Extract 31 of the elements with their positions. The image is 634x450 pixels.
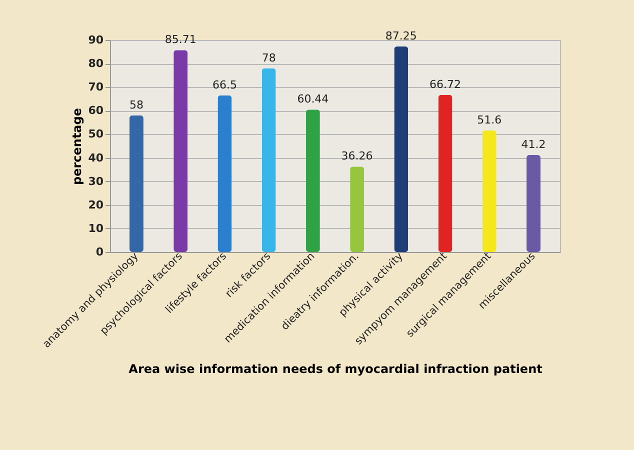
- data-label: 58: [129, 98, 144, 112]
- bar: [526, 154, 541, 252]
- data-label: 60.44: [297, 92, 329, 106]
- bar: [262, 68, 276, 252]
- bar: [174, 50, 188, 252]
- data-label: 41.2: [521, 138, 546, 151]
- data-label: 66.5: [212, 78, 237, 92]
- x-axis-title: Area wise information needs of myocardial infraction patient: [128, 362, 543, 376]
- y-tick-label: 30: [88, 174, 104, 188]
- bar: [306, 110, 320, 252]
- data-label: 66.72: [430, 78, 462, 91]
- y-tick-label: 60: [88, 104, 104, 118]
- bar: [350, 166, 364, 252]
- bar: [394, 46, 408, 252]
- data-label: 85.71: [164, 33, 196, 46]
- y-tick-label: 20: [88, 198, 104, 212]
- y-tick-label: 50: [88, 128, 104, 141]
- y-axis-title: percentage: [70, 108, 84, 186]
- data-label: 87.25: [385, 29, 417, 42]
- bar: [482, 130, 496, 252]
- data-label: 51.6: [477, 113, 502, 126]
- bar: [218, 95, 232, 252]
- bar: [438, 94, 452, 252]
- data-label: 36.26: [341, 150, 373, 163]
- y-tick-label: 80: [88, 57, 104, 70]
- y-tick-label: 10: [88, 222, 104, 235]
- y-tick-label: 40: [88, 151, 104, 164]
- y-tick-label: 70: [88, 80, 104, 94]
- y-tick-label: 90: [88, 34, 104, 46]
- data-label: 78: [262, 51, 276, 64]
- bar: [129, 115, 144, 252]
